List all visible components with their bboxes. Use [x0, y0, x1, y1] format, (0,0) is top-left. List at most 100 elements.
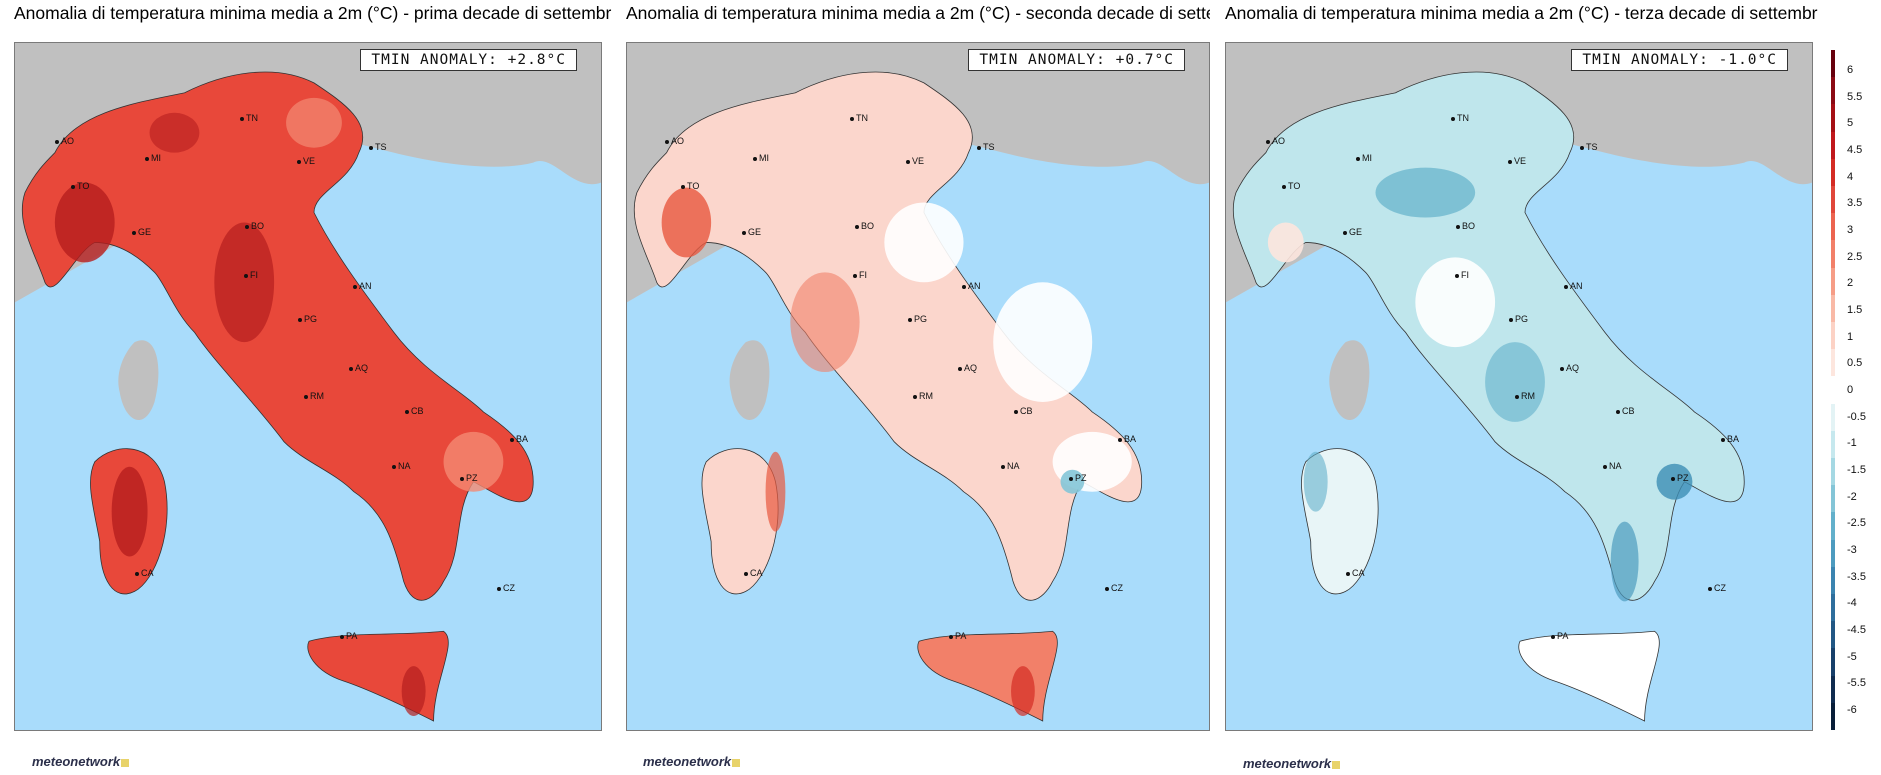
city-marker: GE: [742, 227, 761, 237]
colorbar-tick-label: 6: [1847, 64, 1854, 76]
colorbar-swatch: [1831, 430, 1835, 459]
cold-spot: [1375, 167, 1476, 218]
city-marker: CZ: [1105, 583, 1123, 593]
colorbar-swatch: [1831, 186, 1835, 214]
colorbar-tick-label: -3.5: [1847, 570, 1866, 583]
map-frame: TMIN ANOMALY: +0.7°C TN AO MI VE TS TO B…: [626, 42, 1210, 731]
colorbar-swatch: [1831, 458, 1835, 486]
city-marker: CZ: [497, 583, 515, 593]
colorbar-swatch: [1831, 675, 1835, 704]
map-frame: TMIN ANOMALY: +2.8°C TN AO MI VE TS TO B…: [14, 42, 602, 731]
colorbar-swatch: [1831, 131, 1835, 160]
colorbar-tick-label: 3.5: [1847, 197, 1863, 210]
city-marker: BO: [245, 221, 264, 231]
colorbar-tick-label: 5: [1847, 117, 1854, 130]
warm-spot: [661, 187, 712, 258]
panel-title: Anomalia di temperatura minima media a 2…: [14, 3, 612, 23]
city-marker: CA: [135, 568, 154, 578]
warm-spot: [1011, 666, 1035, 717]
city-marker: MI: [145, 153, 161, 163]
city-marker: RM: [304, 391, 324, 401]
city-marker: PG: [1509, 314, 1528, 324]
colorbar-swatch: [1831, 594, 1835, 622]
cold-spot: [1303, 451, 1328, 512]
corsica: [118, 340, 159, 421]
colorbar-swatch: [1831, 539, 1835, 568]
sicily: [307, 630, 449, 722]
city-marker: AO: [55, 136, 74, 146]
logo-mark-icon: [732, 758, 741, 767]
colorbar-tick-label: 0: [1847, 384, 1854, 396]
city-marker: CA: [744, 568, 763, 578]
warm-spot: [443, 431, 504, 492]
city-marker: RM: [1515, 391, 1535, 401]
colorbar-tick-label: 1: [1847, 330, 1854, 343]
city-marker: VE: [1508, 156, 1526, 166]
city-marker: PZ: [1671, 473, 1689, 483]
colorbar-tick-label: -2: [1847, 490, 1857, 503]
colorbar: [1831, 50, 1835, 731]
colorbar-tick-label: -1.5: [1847, 464, 1866, 476]
city-marker: TS: [1580, 142, 1598, 152]
colorbar-swatch: [1831, 403, 1835, 432]
city-marker: CB: [1014, 406, 1033, 416]
colorbar-tick-label: 4.5: [1847, 144, 1863, 156]
colorbar-tick-label: 0.5: [1847, 357, 1863, 370]
colorbar-swatch: [1831, 294, 1835, 323]
city-marker: TO: [71, 181, 89, 191]
hot-spot: [401, 666, 426, 717]
sicily: [917, 630, 1058, 722]
city-marker: PG: [908, 314, 927, 324]
anomaly-label: TMIN ANOMALY: -1.0°C: [1571, 49, 1788, 71]
colorbar-swatch: [1831, 648, 1835, 677]
city-marker: AN: [1564, 281, 1583, 291]
city-marker: TN: [240, 113, 258, 123]
city-marker: BA: [1118, 434, 1136, 444]
cold-spot: [1610, 521, 1639, 602]
city-marker: AO: [1266, 136, 1285, 146]
hot-spot: [149, 112, 200, 153]
colorbar-swatch: [1831, 566, 1835, 595]
city-marker: AN: [353, 281, 372, 291]
sicily: [1518, 630, 1660, 722]
logo-mark-icon: [121, 758, 130, 767]
logo-mark-icon: [1332, 760, 1341, 769]
city-marker: MI: [753, 153, 769, 163]
city-marker: GE: [132, 227, 151, 237]
city-marker: FI: [244, 270, 258, 280]
map-panel-1: Anomalia di temperatura minima media a 2…: [14, 0, 612, 775]
city-marker: TO: [1282, 181, 1300, 191]
meteonetwork-logo: meteonetwork: [32, 754, 130, 769]
warm-spot: [1267, 222, 1304, 263]
colorbar-swatch: [1831, 322, 1835, 350]
italy-map: [15, 43, 601, 722]
city-marker: PZ: [460, 473, 478, 483]
anomaly-label: TMIN ANOMALY: +0.7°C: [968, 49, 1185, 71]
colorbar-swatch: [1831, 512, 1835, 541]
hot-spot: [111, 466, 148, 557]
colorbar-swatch: [1831, 213, 1835, 241]
map-panel-2: Anomalia di temperatura minima media a 2…: [626, 0, 1210, 775]
cold-spot: [1485, 342, 1545, 422]
city-marker: PA: [1551, 631, 1568, 641]
city-marker: VE: [906, 156, 924, 166]
city-marker: NA: [1001, 461, 1020, 471]
city-marker: TS: [369, 142, 387, 152]
colorbar-tick-label: -5: [1847, 650, 1857, 663]
colorbar-swatch: [1831, 158, 1835, 187]
city-marker: PA: [340, 631, 357, 641]
corsica: [1329, 340, 1370, 421]
colorbar-swatch: [1831, 77, 1835, 105]
city-marker: AQ: [958, 363, 977, 373]
city-marker: RM: [913, 391, 933, 401]
city-marker: PZ: [1069, 473, 1087, 483]
italy-map: [627, 43, 1209, 722]
colorbar-swatch: [1831, 485, 1835, 513]
map-panel-3: Anomalia di temperatura minima media a 2…: [1225, 0, 1818, 775]
italy-map: [1226, 43, 1812, 722]
colorbar-tick-label: -4: [1847, 597, 1857, 610]
colorbar-tick-label: -1: [1847, 437, 1857, 450]
city-marker: CA: [1346, 568, 1365, 578]
cool-spot: [884, 202, 964, 283]
colorbar-swatch: [1831, 349, 1835, 377]
